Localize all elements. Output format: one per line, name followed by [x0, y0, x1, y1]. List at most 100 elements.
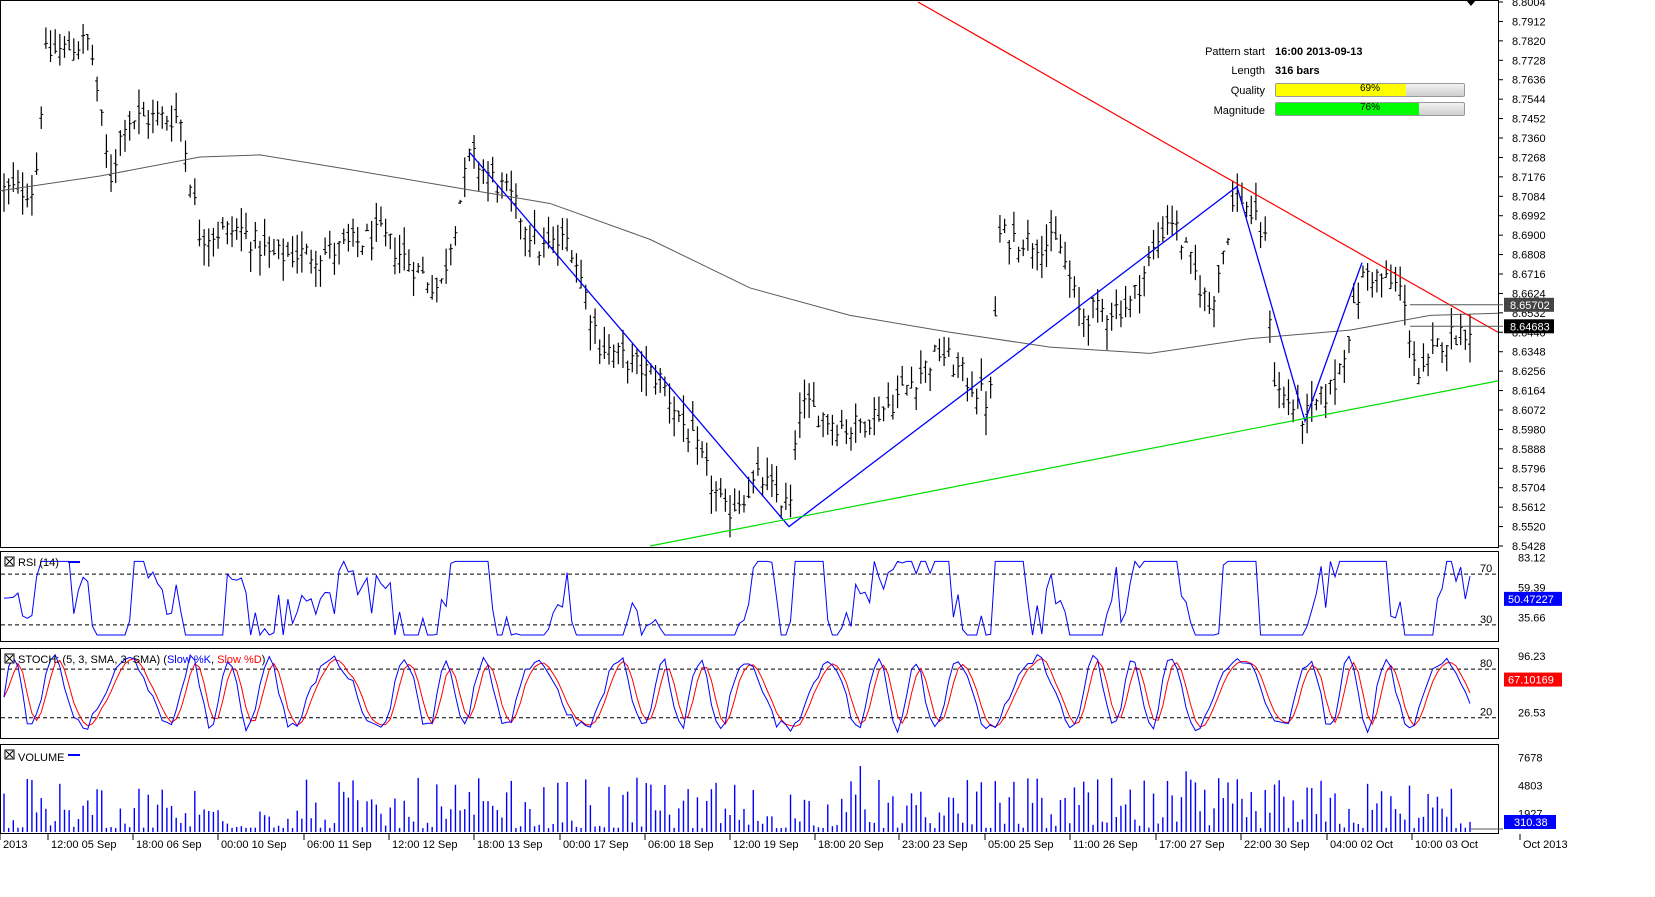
- stoch-title-text: STOCH: (5, 3, SMA, 3, SMA): [18, 654, 160, 666]
- time-axis-label: 04:00 02 Oct: [1330, 839, 1393, 851]
- price-bar: [872, 397, 877, 436]
- price-bar: [737, 490, 742, 514]
- volume-pane: [0, 744, 1499, 834]
- price-bar: [1109, 302, 1114, 331]
- price-bar: [1011, 211, 1016, 242]
- price-bar: [467, 148, 472, 162]
- magnitude-text: 76%: [1359, 102, 1380, 113]
- price-bar: [816, 415, 821, 428]
- price-axis-label: 8.7636: [1512, 75, 1546, 87]
- price-bar: [1142, 266, 1147, 297]
- price-bar: [1402, 284, 1407, 326]
- price-bar: [225, 221, 230, 245]
- price-bar: [192, 178, 197, 206]
- price-bar: [95, 76, 100, 102]
- price-bar: [830, 414, 835, 446]
- price-bar: [99, 109, 104, 126]
- price-bar: [416, 263, 421, 274]
- resistance-trend-line: [917, 1, 1499, 333]
- stoch-title: STOCH: (5, 3, SMA, 3, SMA) (Slow %K, Slo…: [4, 653, 265, 666]
- price-bar: [1337, 363, 1342, 375]
- price-bar: [318, 255, 323, 287]
- price-bar: [365, 223, 370, 232]
- price-bar: [607, 334, 612, 365]
- price-bar: [1058, 234, 1063, 254]
- price-bar: [453, 226, 458, 246]
- price-bar: [1212, 295, 1217, 328]
- stoch-pane: [0, 648, 1499, 739]
- price-bar: [2, 173, 6, 212]
- rsi-title-text: RSI (14): [18, 557, 59, 569]
- price-bar: [1230, 180, 1235, 212]
- price-bar: [1086, 315, 1091, 346]
- price-bar: [104, 134, 109, 168]
- price-bar: [439, 278, 444, 284]
- price-axis-label: 8.7360: [1512, 133, 1546, 145]
- price-bar: [1091, 296, 1096, 319]
- price-axis-label: 8.5520: [1512, 522, 1546, 534]
- price-bar: [1421, 343, 1426, 372]
- price-bar: [1202, 287, 1207, 312]
- price-bar: [1374, 269, 1379, 293]
- price-bar: [388, 233, 393, 250]
- price-bar: [271, 239, 276, 256]
- price-bar: [946, 337, 951, 358]
- price-bar: [1328, 379, 1333, 395]
- price-bar: [1458, 313, 1463, 345]
- price-bar: [839, 409, 844, 429]
- price-bar: [169, 105, 174, 142]
- price-bar: [793, 430, 798, 460]
- price-bar: [1104, 315, 1109, 350]
- price-axis-label: 8.7544: [1512, 94, 1546, 106]
- time-axis-label: 2013: [3, 839, 27, 851]
- stoch-value-text: 67.10169: [1508, 675, 1554, 687]
- pattern-start-value: 16:00 2013-09-13: [1275, 46, 1363, 58]
- price-bar: [956, 352, 961, 378]
- stoch-value-box: [1504, 672, 1562, 687]
- scroll-marker-icon[interactable]: [1466, 0, 1476, 6]
- price-bar: [881, 406, 886, 422]
- price-bar: [123, 119, 128, 152]
- price-axis-label: 8.6256: [1512, 366, 1546, 378]
- magnitude-fill: [1276, 103, 1419, 115]
- price-bar: [988, 376, 993, 399]
- price-bar: [127, 111, 132, 141]
- price-bar: [965, 377, 970, 402]
- price-axis-label: 8.7912: [1512, 16, 1546, 28]
- osc-axis-label: 96.23: [1518, 651, 1546, 663]
- svg-text:STOCH: (5, 3, SMA, 3, SMA) (Sl: STOCH: (5, 3, SMA, 3, SMA) (Slow %K, Slo…: [18, 654, 265, 666]
- price-bar: [1221, 250, 1226, 265]
- price-bar: [811, 382, 816, 407]
- price-bar: [513, 183, 518, 219]
- volume-layer: [3, 766, 1471, 832]
- price-bar: [299, 231, 304, 273]
- price-bar: [662, 376, 667, 397]
- price-bar: [234, 218, 239, 240]
- price-bar: [997, 214, 1002, 243]
- price-bar: [853, 403, 858, 443]
- time-axis-label: 00:00 17 Sep: [563, 839, 628, 851]
- price-bar: [1412, 341, 1417, 377]
- price-bar: [890, 394, 895, 420]
- stoch-d-legend: Slow %D: [217, 654, 262, 666]
- quality-fill: [1276, 84, 1406, 96]
- price-bar: [1063, 241, 1068, 270]
- price-bar: [1160, 216, 1165, 242]
- price-bar: [448, 243, 453, 266]
- latest-close-text: 8.64683: [1510, 321, 1550, 333]
- price-bar: [490, 156, 495, 183]
- price-bar: [1416, 367, 1421, 385]
- price-bar: [420, 256, 425, 274]
- price-bar: [1249, 195, 1254, 225]
- price-bar: [1067, 260, 1072, 298]
- price-bar: [355, 227, 360, 258]
- price-bar: [644, 346, 649, 397]
- time-axis-label: 12:00 05 Sep: [51, 839, 116, 851]
- price-axis-label: 8.5980: [1512, 424, 1546, 436]
- price-bar: [1179, 245, 1184, 260]
- price-bar: [1002, 218, 1007, 234]
- time-axis-label: 12:00 19 Sep: [733, 839, 798, 851]
- price-bar: [672, 396, 677, 437]
- price-bar: [1132, 284, 1137, 299]
